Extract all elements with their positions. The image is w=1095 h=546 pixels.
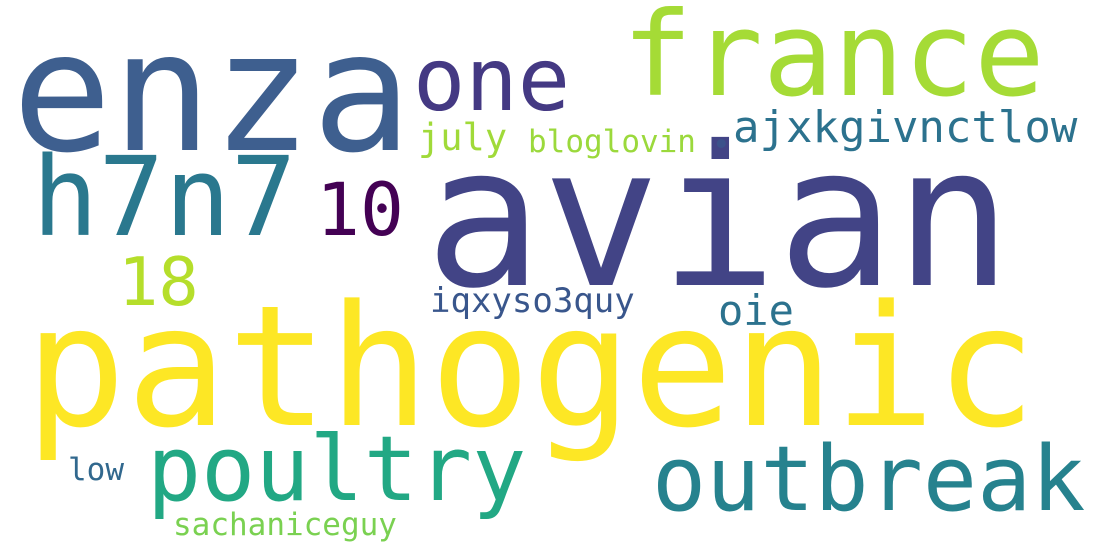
word: 10 bbox=[316, 168, 404, 253]
word: outbreak bbox=[652, 427, 1085, 532]
word: bloglovin bbox=[528, 124, 696, 160]
word: pathogenic bbox=[25, 269, 1036, 465]
word: oie bbox=[718, 286, 794, 335]
word: ajxkgivnctlow bbox=[733, 102, 1078, 153]
word: enza bbox=[12, 0, 412, 190]
word: • bbox=[712, 127, 731, 163]
word: 18 bbox=[118, 243, 199, 321]
word: july bbox=[418, 116, 507, 159]
word: poultry bbox=[147, 417, 526, 522]
word: sachaniceguy bbox=[173, 507, 397, 543]
word: iqxyso3quy bbox=[430, 281, 635, 321]
word: france bbox=[622, 0, 1045, 123]
word: one bbox=[413, 29, 570, 131]
word: h7n7 bbox=[32, 133, 297, 261]
word: low bbox=[68, 452, 124, 488]
word: avian bbox=[425, 104, 1012, 331]
